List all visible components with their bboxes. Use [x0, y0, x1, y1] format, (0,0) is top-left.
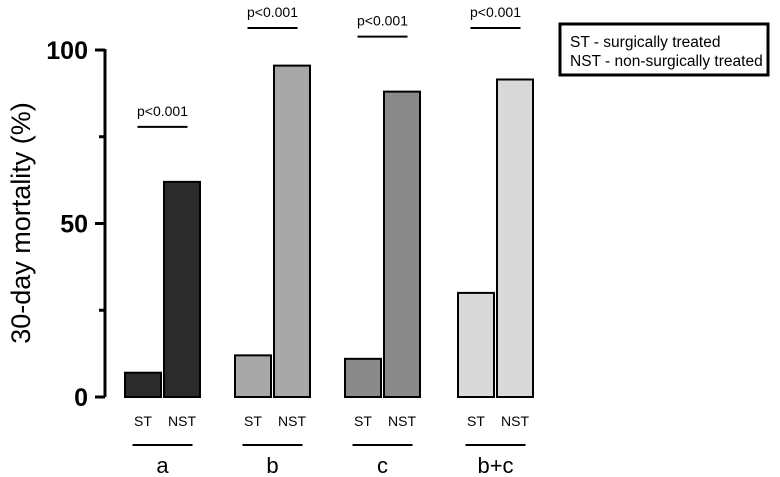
- group-label: b+c: [477, 453, 513, 477]
- category-label: ST: [134, 413, 152, 429]
- category-label: ST: [467, 413, 485, 429]
- category-label: ST: [354, 413, 372, 429]
- bar-bplusc-st: [457, 291, 495, 398]
- legend-item-st: ST - surgically treated: [570, 34, 720, 51]
- p-value-label: p<0.001: [137, 103, 188, 119]
- bar-c-nst: [383, 90, 421, 398]
- category-label: NST: [278, 413, 306, 429]
- category-label: NST: [501, 413, 529, 429]
- legend-box: [558, 22, 770, 77]
- group-label: c: [377, 453, 388, 477]
- y-axis-label: 30-day mortality (%): [6, 102, 36, 344]
- bars: ST NST a p<0.001 ST NST b p<0.001 ST NST c p<0.001 S…: [124, 4, 534, 477]
- category-label: ST: [244, 413, 262, 429]
- p-value-label: p<0.001: [470, 4, 521, 20]
- group-label: a: [156, 453, 169, 477]
- bar-bplusc-nst: [496, 78, 534, 399]
- bar-c-st: [344, 357, 382, 398]
- y-tick-label: 50: [60, 211, 88, 239]
- legend-item-nst: NST - non-surgically treated: [570, 53, 763, 70]
- legend: ST - surgically treated NST - non-surgic…: [558, 22, 770, 77]
- p-value-label: p<0.001: [357, 13, 408, 29]
- p-value-label: p<0.001: [247, 4, 298, 20]
- bar-b-st: [234, 354, 272, 398]
- y-tick-label: 0: [74, 384, 88, 412]
- category-label: NST: [388, 413, 416, 429]
- y-axis: 0 50 100: [46, 37, 107, 412]
- bar-a-nst: [163, 180, 201, 398]
- group-label: b: [266, 453, 278, 477]
- category-label: NST: [168, 413, 196, 429]
- bar-b-nst: [273, 64, 311, 399]
- bar-a-st: [124, 371, 162, 398]
- y-tick-label: 100: [46, 37, 88, 65]
